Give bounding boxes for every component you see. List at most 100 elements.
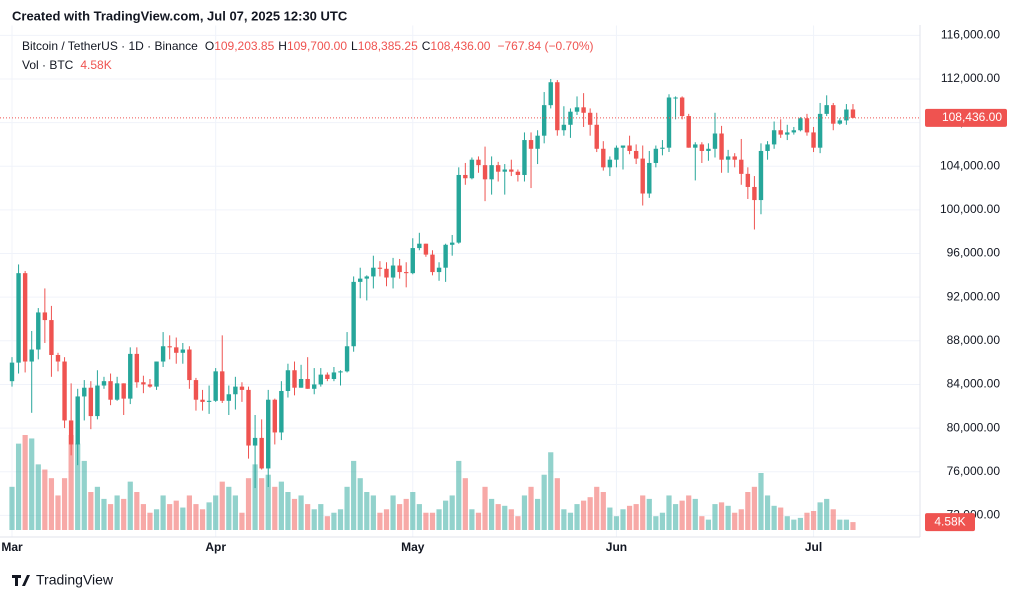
volume-bar [705, 519, 712, 530]
volume-bar [114, 495, 120, 530]
volume-bar [495, 504, 501, 530]
volume-bar [561, 509, 567, 530]
volume-bar [305, 504, 311, 530]
candle-body [449, 242, 455, 245]
legend-item: −767.84 (−0.70%) [497, 39, 593, 53]
volume-bar [843, 519, 849, 530]
volume-bar [9, 486, 15, 530]
candle-body [101, 381, 107, 386]
candle-body [850, 109, 856, 118]
volume-bar [699, 516, 705, 530]
candle-body [574, 107, 580, 112]
volume-bar [502, 505, 508, 530]
candle-body [312, 384, 317, 389]
volume-bar [410, 492, 416, 530]
candle-body [390, 265, 396, 278]
candle-body [706, 148, 711, 151]
candle-body [410, 248, 415, 274]
volume-bar [456, 460, 462, 530]
legend-ohlc: Bitcoin / TetherUS · 1D · Binance O109,20… [22, 39, 594, 53]
candle-body [252, 437, 258, 446]
volume-bar [824, 498, 830, 530]
volume-bar [147, 512, 153, 530]
volume-bar [291, 498, 298, 530]
volume-bar [75, 443, 81, 530]
candle-body [594, 124, 599, 149]
brand-name: TradingView [36, 572, 114, 588]
volume-bar [535, 498, 541, 530]
candle-body [141, 382, 146, 385]
candle-body [226, 394, 232, 401]
candle-body [213, 371, 218, 401]
candle-body [745, 173, 751, 187]
candle-body [785, 132, 790, 135]
volume-bar [213, 495, 219, 530]
candle-body [771, 130, 777, 145]
candle-body [68, 420, 74, 445]
volume-bar [607, 507, 613, 530]
volume-bar [758, 473, 764, 530]
candle-body [502, 169, 507, 172]
candle-body [371, 267, 376, 277]
volume-bar [259, 478, 265, 530]
candle-body [811, 132, 816, 148]
candle-body [344, 346, 350, 372]
candle-body [482, 165, 488, 180]
legend-item: L [351, 39, 358, 53]
candle-body [581, 107, 586, 113]
candle-body [88, 387, 94, 417]
volume-bar [134, 492, 140, 530]
candle-body [9, 362, 15, 382]
candle-body [804, 118, 810, 133]
volume-bar [311, 509, 317, 530]
candle-body [798, 118, 803, 131]
candle-body [509, 169, 514, 172]
volume-bar [830, 509, 836, 530]
watermark: Created with TradingView.com, Jul 07, 20… [12, 8, 348, 23]
volume-bar [653, 516, 659, 530]
candle-body [338, 371, 343, 373]
volume-bar [817, 502, 823, 530]
volume-bar [344, 486, 350, 530]
volume-bar [397, 504, 403, 530]
volume-bar [449, 495, 455, 530]
legend: Bitcoin / TetherUS · 1D · Binance O109,20… [22, 39, 594, 72]
candle-body [752, 186, 757, 201]
candle-body [75, 396, 80, 445]
legend-item: 4.58K [80, 58, 111, 72]
candle-body [187, 349, 192, 381]
volume-bar [528, 486, 534, 530]
volume-bar [745, 492, 751, 530]
volume-bar [640, 495, 646, 530]
y-tick-label: 84,000.00 [947, 377, 1001, 391]
volume-bar [475, 512, 482, 530]
candle-body [699, 144, 705, 151]
y-tick-label: 76,000.00 [947, 464, 1001, 478]
last-volume-label: 4.58K [934, 514, 965, 528]
volume-bar [666, 495, 672, 530]
candle-body [817, 113, 823, 148]
volume-bar [88, 492, 94, 530]
candle-body [758, 150, 764, 201]
volume-bar [127, 481, 133, 530]
candle-body [489, 165, 494, 180]
y-tick-label: 96,000.00 [947, 246, 1001, 260]
candle-body [436, 267, 442, 273]
candle-body [134, 353, 140, 383]
volume-bar [324, 516, 330, 530]
volume-bar [318, 504, 324, 530]
volume-bar [462, 478, 468, 530]
volume-bar [390, 495, 396, 530]
volume-bar [574, 504, 580, 530]
candle-body [620, 145, 626, 148]
candle-body [62, 361, 67, 421]
y-tick-label: 104,000.00 [940, 158, 1000, 172]
candle-body [633, 150, 639, 159]
candle-body [732, 156, 737, 160]
volume-bar [219, 481, 225, 530]
volume-bar [613, 516, 620, 530]
volume-bar [554, 478, 560, 530]
volume-bar [193, 504, 199, 530]
candle-body [266, 399, 271, 469]
candle-body [397, 265, 402, 273]
